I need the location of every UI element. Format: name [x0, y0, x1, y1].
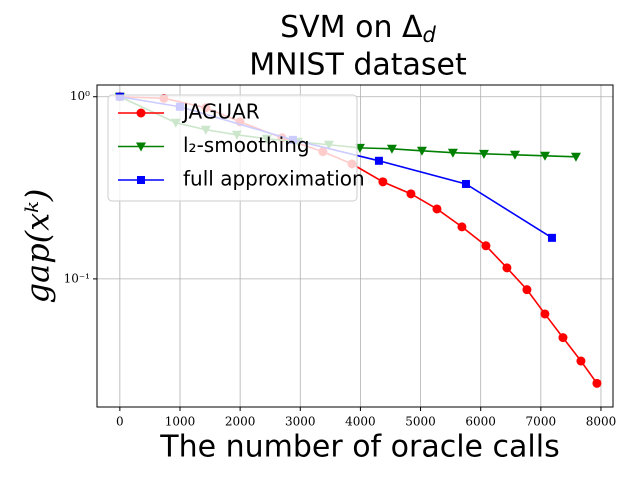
data-point — [432, 204, 442, 214]
data-point — [478, 149, 489, 159]
title-sub: d — [423, 23, 437, 47]
data-point — [502, 263, 512, 273]
x-tick-label: 0 — [116, 415, 124, 429]
data-point — [457, 222, 467, 232]
chart-subtitle: MNIST dataset — [249, 48, 467, 83]
x-axis-label: The number of oracle calls — [159, 430, 559, 465]
legend-marker — [137, 176, 145, 184]
x-tick-label: 1000 — [165, 415, 196, 429]
legend-marker — [136, 142, 146, 152]
chart-title: SVM on Δd — [280, 10, 436, 48]
data-point — [592, 378, 602, 388]
data-point — [547, 233, 556, 242]
data-point — [386, 144, 397, 154]
data-point — [461, 179, 470, 188]
data-point — [447, 148, 458, 158]
x-tick-label: 3000 — [285, 415, 316, 429]
y-axis-label: gap(xᵏ) — [19, 189, 57, 304]
y-tick-label: 10⁻¹ — [64, 271, 90, 285]
data-point — [558, 333, 568, 343]
data-point — [509, 150, 520, 160]
title-main: SVM on Δ — [280, 10, 423, 45]
data-point — [481, 241, 491, 251]
legend-box — [107, 94, 358, 202]
data-point — [374, 156, 383, 165]
legend-marker — [136, 108, 146, 118]
y-tick-label: 10⁰ — [70, 89, 90, 103]
x-tick-label: 2000 — [225, 415, 256, 429]
x-tick-label: 5000 — [405, 415, 436, 429]
x-tick-label: 6000 — [465, 415, 496, 429]
data-point — [522, 285, 532, 295]
data-point — [539, 151, 550, 161]
legend-label: full approximation — [183, 167, 365, 191]
legend-label: l₂-smoothing — [183, 133, 310, 157]
data-point — [570, 152, 581, 162]
data-point — [540, 309, 550, 319]
legend-label: JAGUAR — [181, 100, 260, 124]
data-point — [576, 356, 586, 366]
x-tick-label: 4000 — [345, 415, 376, 429]
x-tick-label: 8000 — [586, 415, 617, 429]
x-tick-label: 7000 — [526, 415, 557, 429]
data-point — [416, 146, 427, 156]
data-point — [406, 189, 416, 199]
data-point — [378, 177, 388, 187]
plot-frame — [96, 84, 614, 408]
